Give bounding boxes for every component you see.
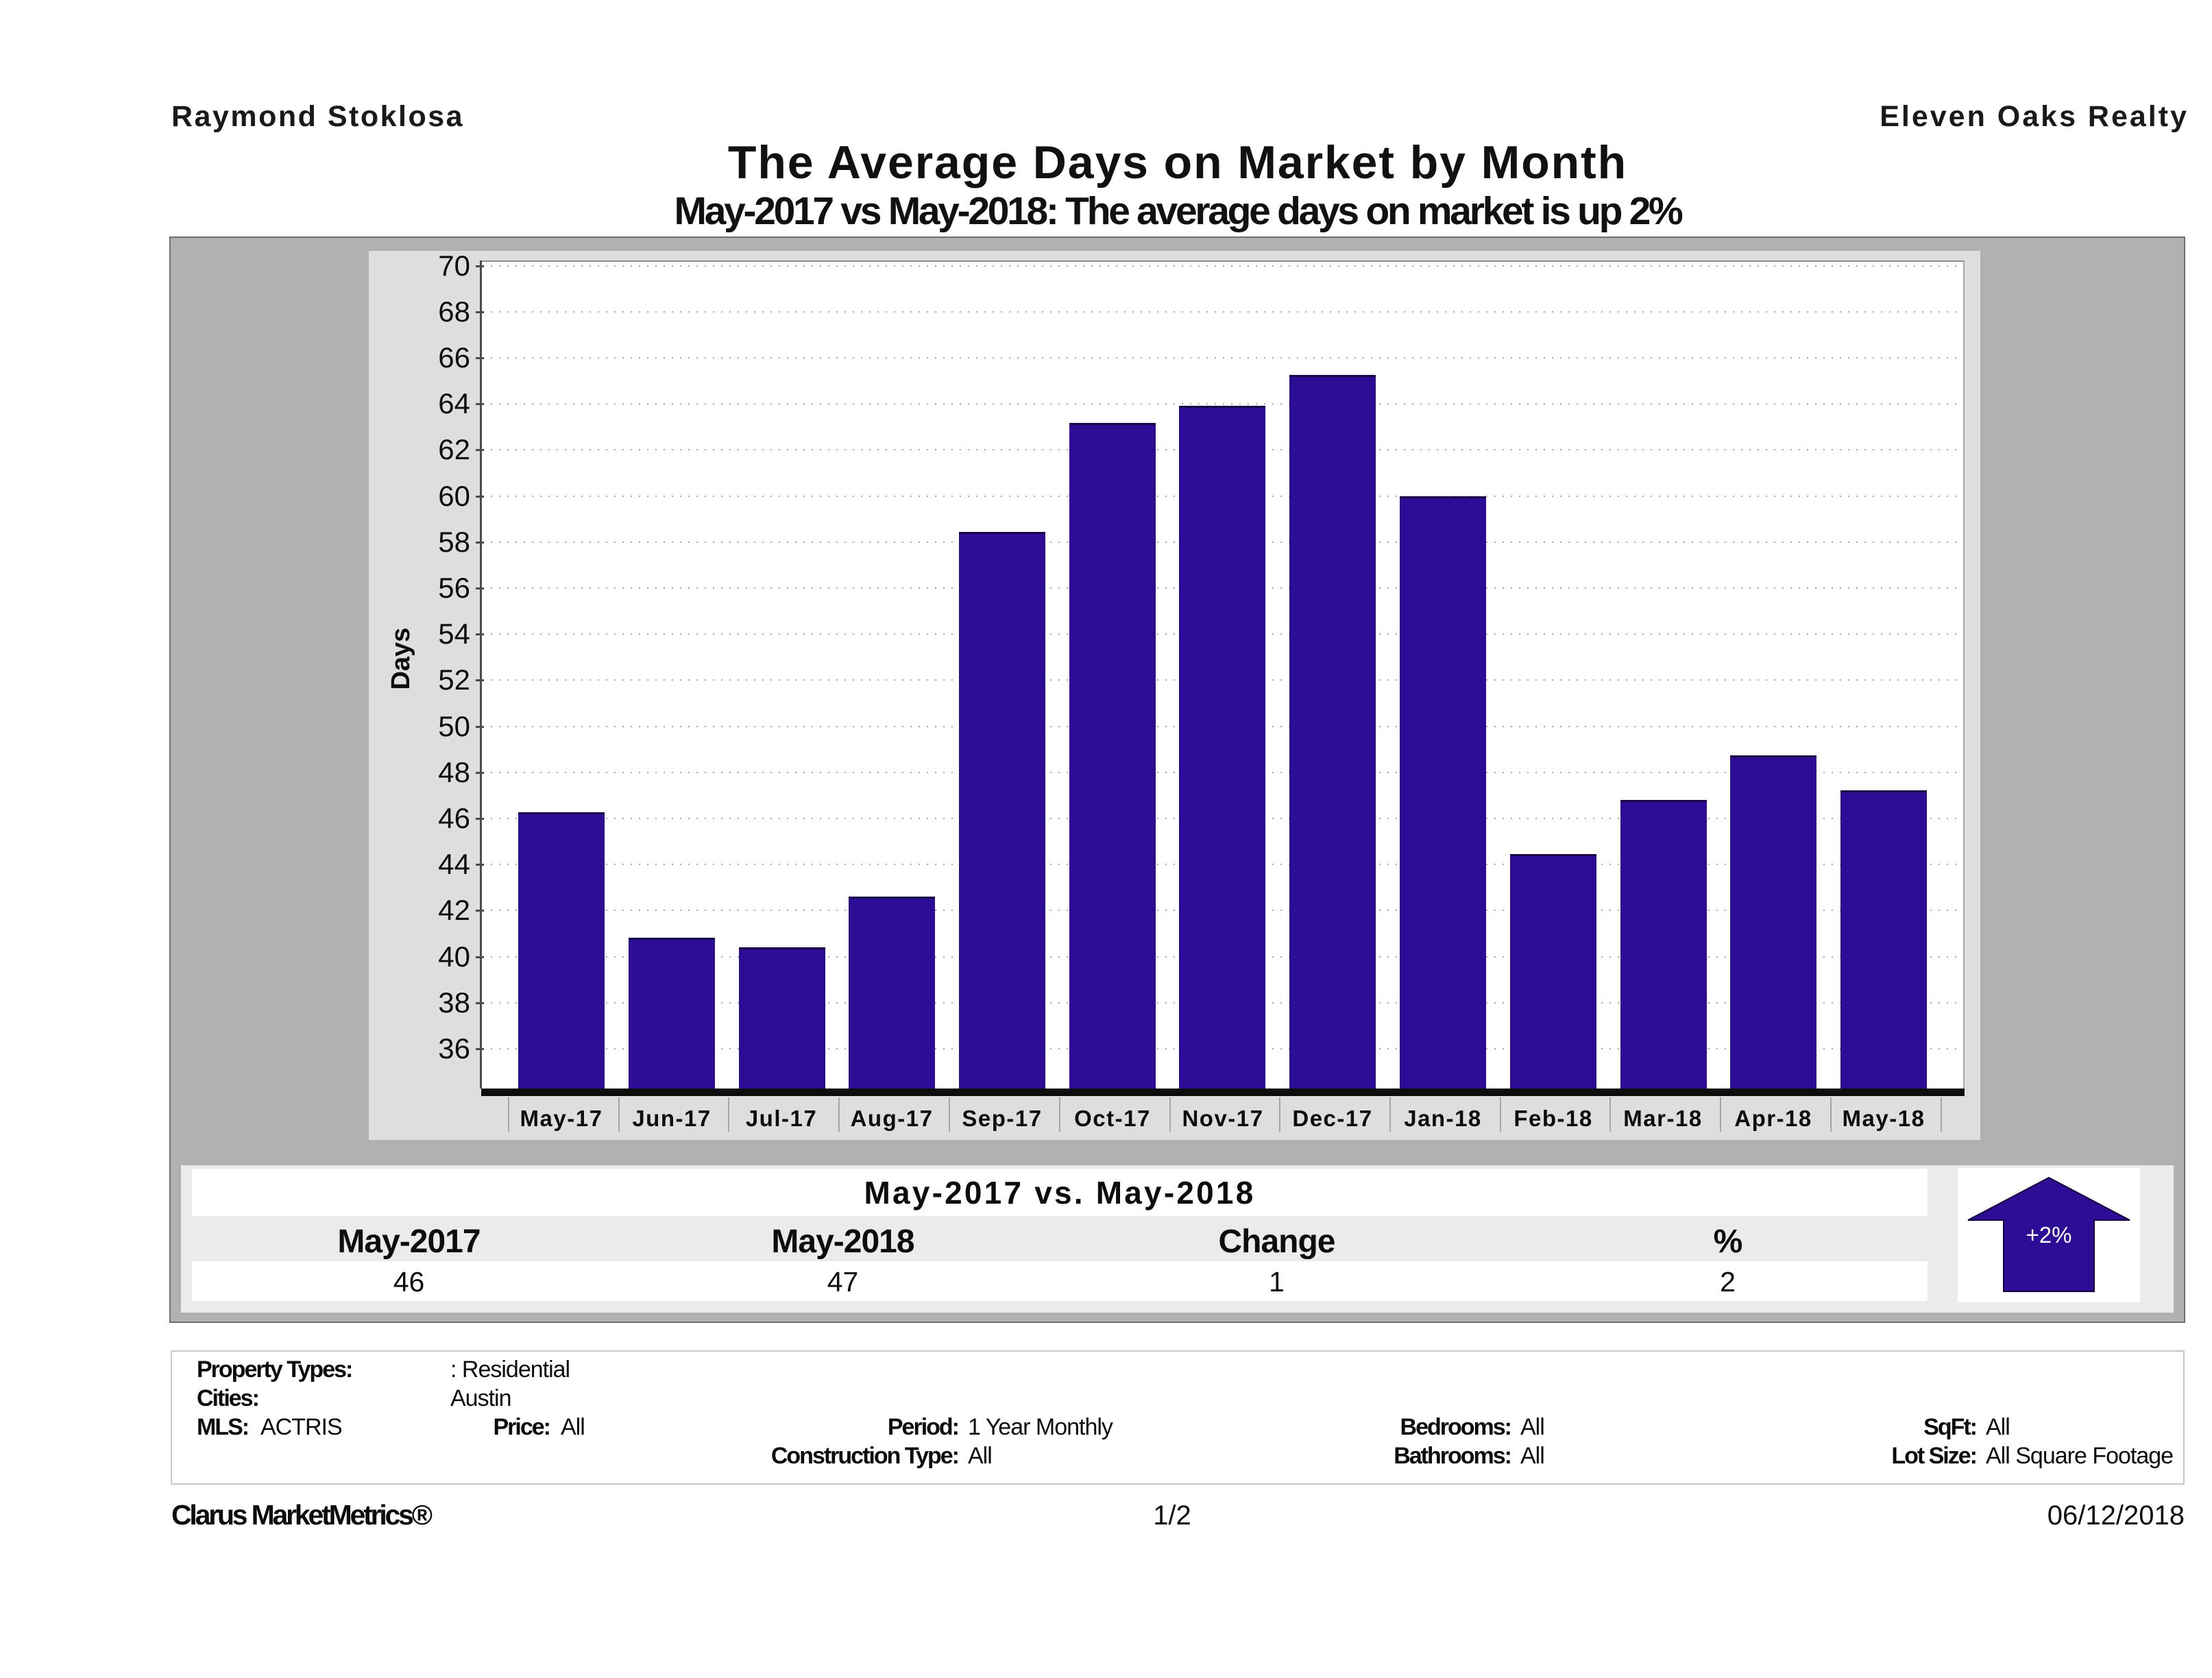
svg-text:+2%: +2% <box>2026 1222 2072 1248</box>
